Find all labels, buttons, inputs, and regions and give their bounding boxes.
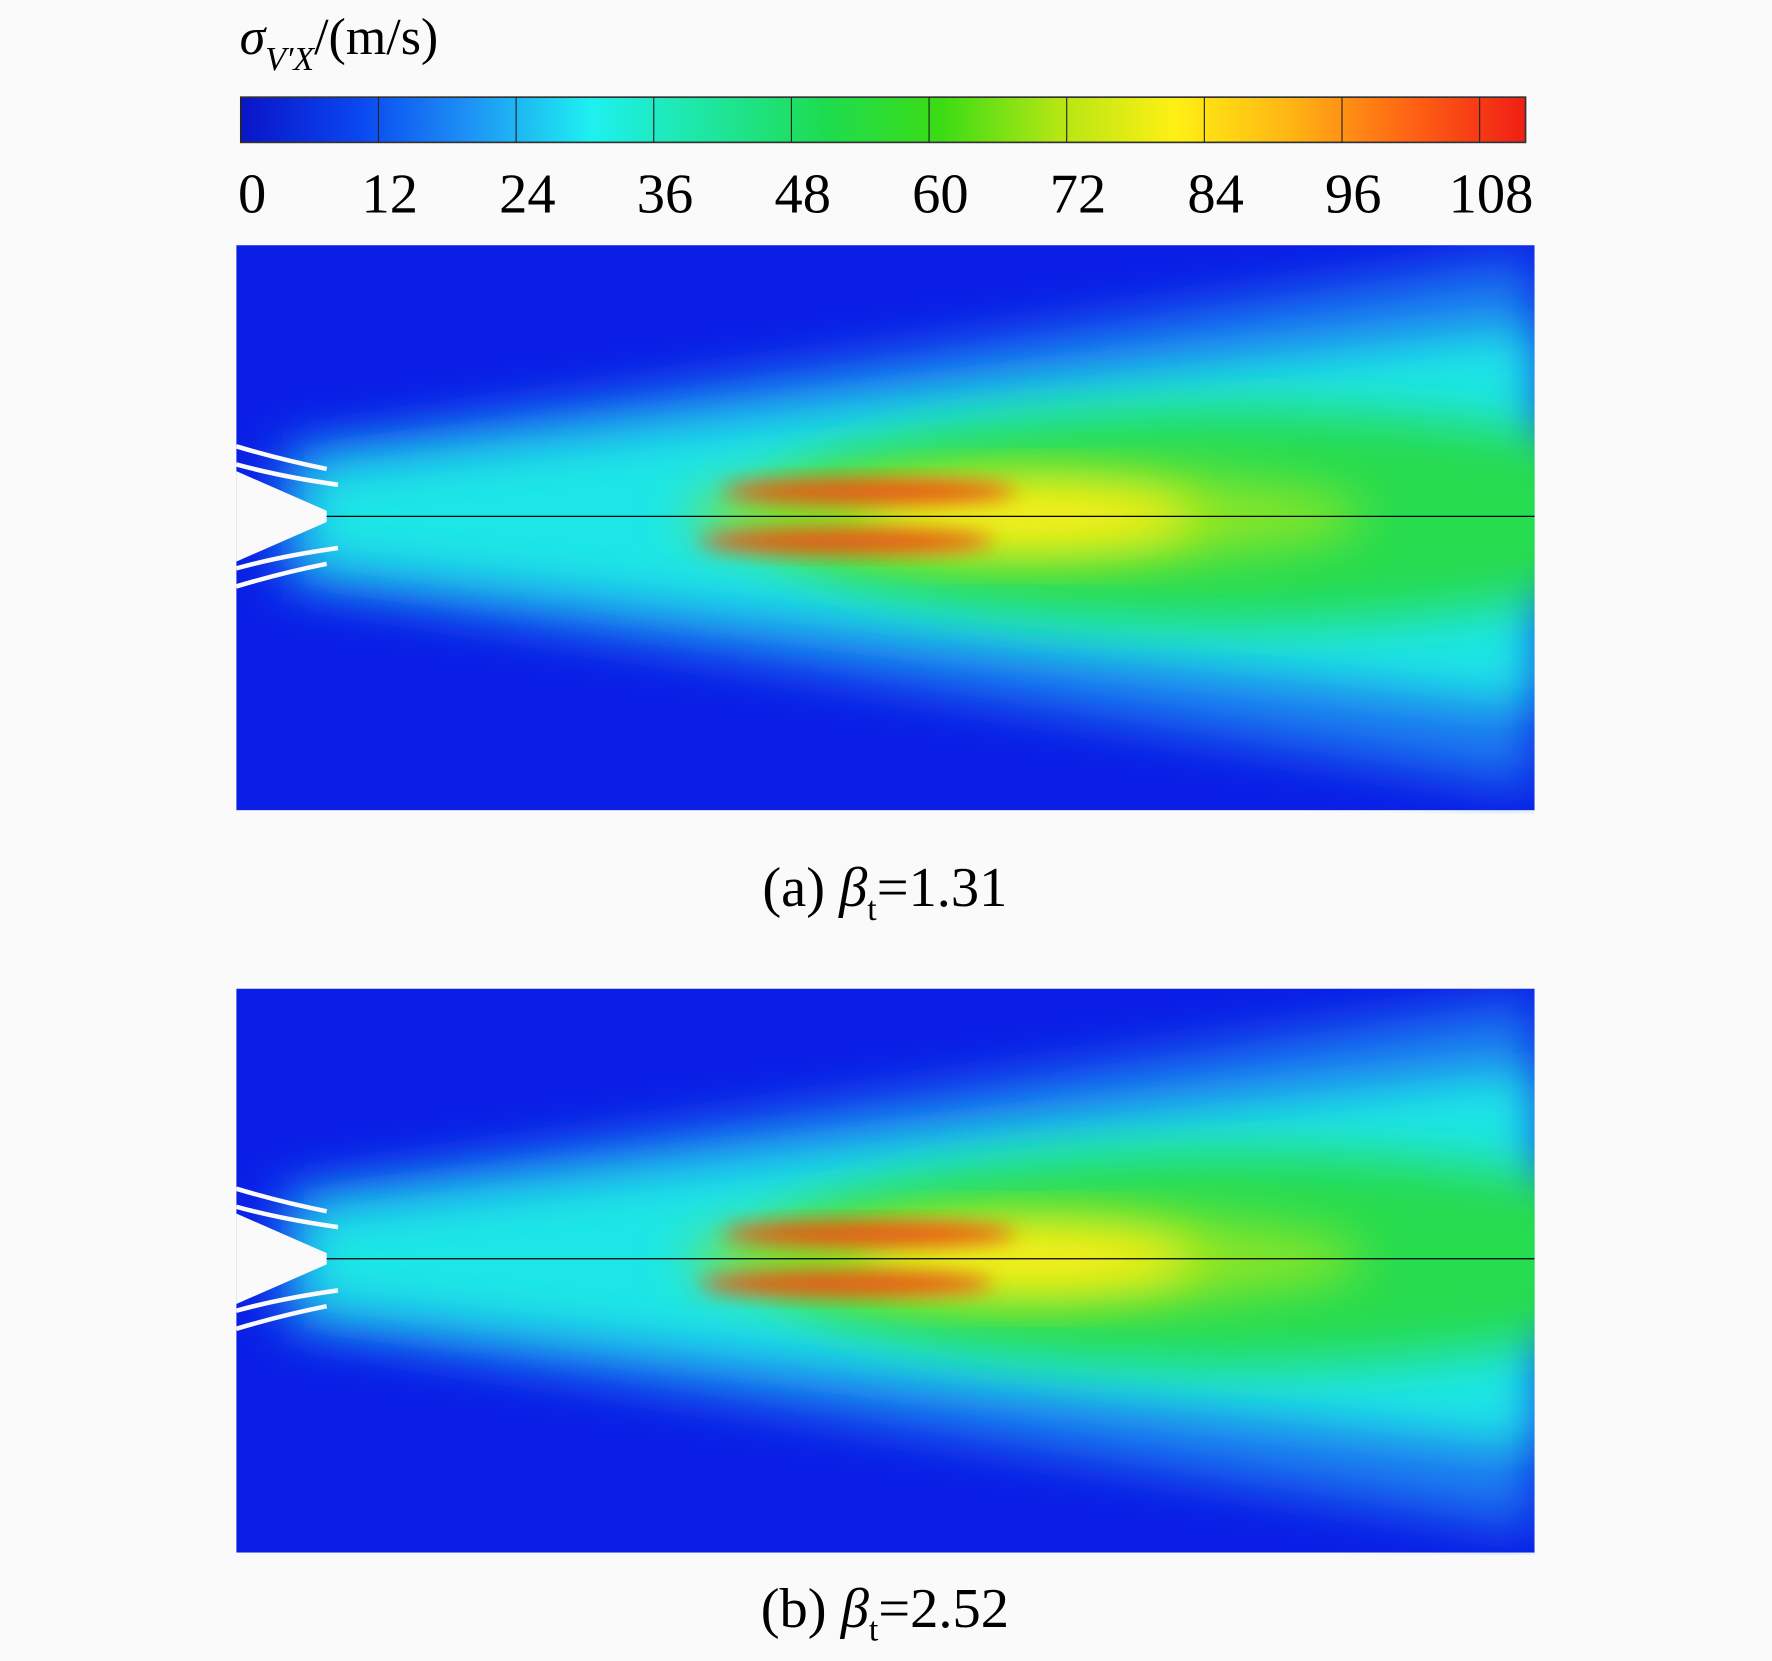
caption-a: (a) βt=1.31	[762, 857, 1007, 928]
colorbar-title: σV′X/(m/s)	[240, 9, 439, 78]
colorbar-tick-label: 48	[774, 163, 830, 225]
colorbar	[239, 96, 1527, 144]
colorbar-tick-label: 12	[362, 163, 418, 225]
colorbar-tick-label: 24	[499, 163, 555, 225]
caption-subscript: t	[867, 891, 877, 928]
caption-subscript: t	[869, 1612, 879, 1649]
caption-symbol: β	[840, 1578, 870, 1640]
caption-label: (a)	[762, 857, 825, 919]
colorbar-symbol: σ	[240, 9, 268, 66]
colorbar-unit: /(m/s)	[314, 9, 438, 66]
panel-b-field	[236, 965, 1705, 1553]
colorbar-subscript: V′X	[265, 41, 315, 78]
colorbar-tick-label: 84	[1187, 163, 1243, 225]
caption-value: =1.31	[877, 857, 1008, 919]
colorbar-tick-label: 36	[637, 163, 693, 225]
colorbar-tick-label: 0	[238, 163, 266, 225]
colorbar-tick-label: 108	[1449, 163, 1534, 225]
panel-a-field	[236, 223, 1705, 811]
colorbar-tick-label: 60	[912, 163, 968, 225]
caption-b: (b) βt=2.52	[761, 1578, 1009, 1649]
caption-label: (b)	[761, 1578, 827, 1640]
colorbar-tick-label: 72	[1050, 163, 1106, 225]
colorbar-tick-label: 96	[1325, 163, 1381, 225]
caption-symbol: β	[838, 857, 868, 919]
caption-value: =2.52	[878, 1578, 1009, 1640]
